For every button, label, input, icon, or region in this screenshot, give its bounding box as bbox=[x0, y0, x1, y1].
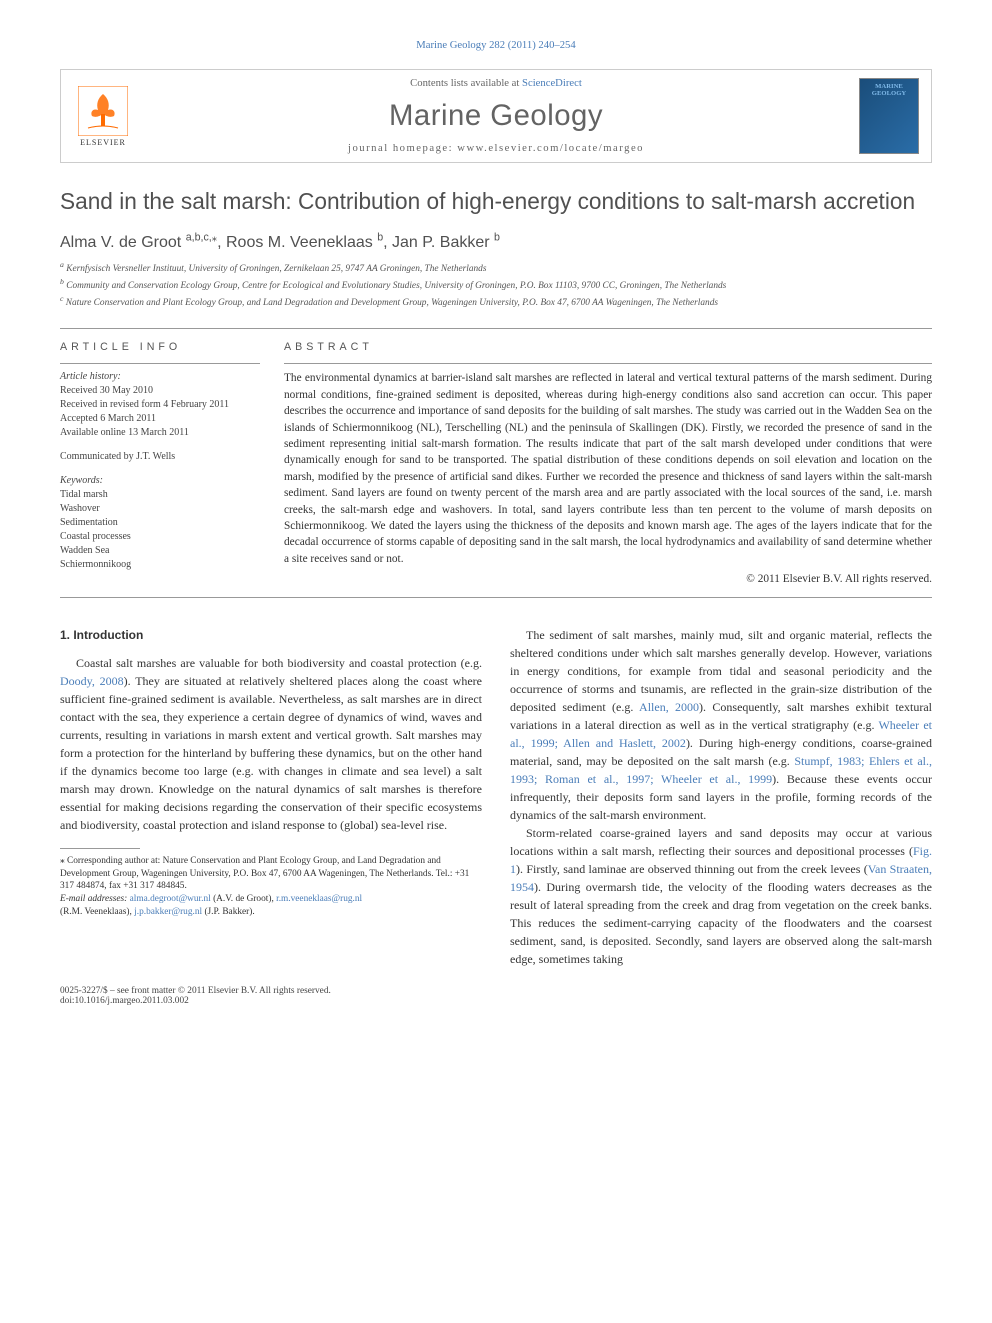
author-1[interactable]: Alma V. de Groot a,b,c,⁎ bbox=[60, 234, 217, 251]
article-title: Sand in the salt marsh: Contribution of … bbox=[60, 187, 932, 216]
email-bakker[interactable]: j.p.bakker@rug.nl bbox=[134, 907, 202, 917]
journal-homepage: journal homepage: www.elsevier.com/locat… bbox=[133, 143, 859, 154]
divider-bottom bbox=[60, 597, 932, 598]
abstract-heading: abstract bbox=[284, 341, 932, 353]
intro-paragraph-2: The sediment of salt marshes, mainly mud… bbox=[510, 626, 932, 824]
article-info-column: article info Article history: Received 3… bbox=[60, 341, 260, 585]
journal-cover-thumbnail[interactable]: MARINE GEOLOGY bbox=[859, 78, 919, 154]
body-columns: 1. Introduction Coastal salt marshes are… bbox=[60, 626, 932, 968]
info-divider-1 bbox=[60, 363, 260, 364]
footnote-separator bbox=[60, 848, 140, 849]
communicated-by: Communicated by J.T. Wells bbox=[60, 450, 260, 464]
corresponding-author-footnote: ⁎ Corresponding author at: Nature Conser… bbox=[60, 855, 482, 893]
intro-paragraph-3: Storm-related coarse-grained layers and … bbox=[510, 824, 932, 968]
journal-citation-top[interactable]: Marine Geology 282 (2011) 240–254 bbox=[60, 40, 932, 51]
info-abstract-row: article info Article history: Received 3… bbox=[60, 341, 932, 585]
cover-label-bottom: GEOLOGY bbox=[872, 90, 906, 97]
elsevier-logo[interactable]: ELSEVIER bbox=[73, 81, 133, 151]
footer-left: 0025-3227/$ – see front matter © 2011 El… bbox=[60, 986, 331, 1006]
elsevier-tree-icon bbox=[78, 86, 128, 136]
abstract-column: abstract The environmental dynamics at b… bbox=[284, 341, 932, 585]
column-left: 1. Introduction Coastal salt marshes are… bbox=[60, 626, 482, 968]
intro-paragraph-1: Coastal salt marshes are valuable for bo… bbox=[60, 654, 482, 834]
article-info-heading: article info bbox=[60, 341, 260, 353]
author-list: Alma V. de Groot a,b,c,⁎, Roos M. Veenek… bbox=[60, 230, 932, 251]
abstract-text: The environmental dynamics at barrier-is… bbox=[284, 370, 932, 567]
page-footer: 0025-3227/$ – see front matter © 2011 El… bbox=[60, 986, 932, 1006]
contents-available-line: Contents lists available at ScienceDirec… bbox=[133, 78, 859, 89]
author-3[interactable]: , Jan P. Bakker b bbox=[383, 234, 500, 251]
doi-line[interactable]: doi:10.1016/j.margeo.2011.03.002 bbox=[60, 996, 331, 1006]
divider-top bbox=[60, 328, 932, 329]
abstract-copyright: © 2011 Elsevier B.V. All rights reserved… bbox=[284, 573, 932, 585]
cover-label-top: MARINE bbox=[875, 83, 903, 90]
journal-title: Marine Geology bbox=[133, 99, 859, 133]
citation-doody-2008[interactable]: Doody, 2008 bbox=[60, 674, 124, 688]
section-heading-introduction: 1. Introduction bbox=[60, 626, 482, 644]
elsevier-label: ELSEVIER bbox=[80, 138, 126, 147]
author-2[interactable]: , Roos M. Veeneklaas b bbox=[217, 234, 383, 251]
column-right: The sediment of salt marshes, mainly mud… bbox=[510, 626, 932, 968]
keywords-block: Keywords: Tidal marsh Washover Sedimenta… bbox=[60, 474, 260, 572]
abstract-divider bbox=[284, 363, 932, 364]
email-degroot[interactable]: alma.degroot@wur.nl bbox=[130, 894, 211, 904]
email-footnote: E-mail addresses: alma.degroot@wur.nl (A… bbox=[60, 893, 482, 918]
affiliation-b: b Community and Conservation Ecology Gro… bbox=[60, 277, 932, 293]
journal-header-box: ELSEVIER Contents lists available at Sci… bbox=[60, 69, 932, 163]
affiliation-c: c Nature Conservation and Plant Ecology … bbox=[60, 294, 932, 310]
issn-line: 0025-3227/$ – see front matter © 2011 El… bbox=[60, 986, 331, 996]
citation-allen-2000[interactable]: Allen, 2000 bbox=[639, 700, 699, 714]
sciencedirect-link[interactable]: ScienceDirect bbox=[522, 78, 582, 89]
email-veeneklaas[interactable]: r.m.veeneklaas@rug.nl bbox=[276, 894, 362, 904]
affiliations: a Kernfysisch Versneller Instituut, Univ… bbox=[60, 260, 932, 310]
header-center: Contents lists available at ScienceDirec… bbox=[133, 78, 859, 154]
article-history: Article history: Received 30 May 2010 Re… bbox=[60, 370, 260, 440]
affiliation-a: a Kernfysisch Versneller Instituut, Univ… bbox=[60, 260, 932, 276]
